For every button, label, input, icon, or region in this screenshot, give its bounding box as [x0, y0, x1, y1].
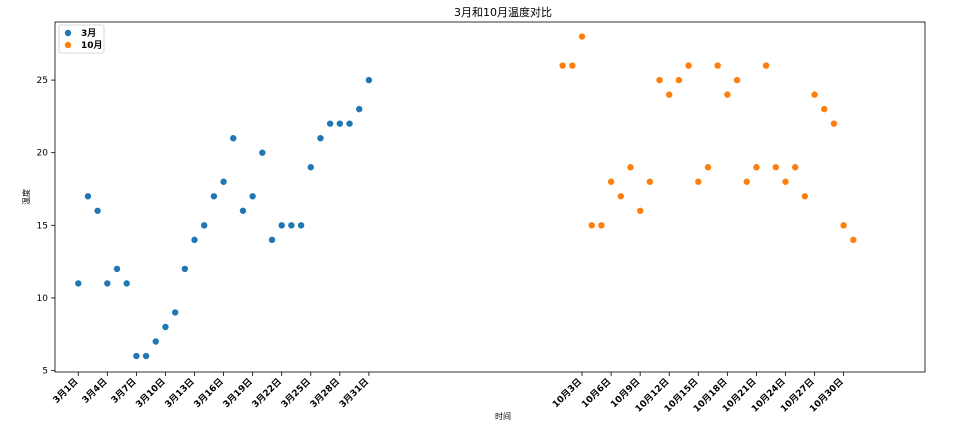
x-tick-label: 3月7日 [109, 376, 138, 405]
x-tick-label: 3月19日 [221, 376, 255, 410]
data-point-series-0 [210, 193, 218, 200]
legend-marker [64, 29, 72, 37]
data-point-series-1 [617, 193, 624, 200]
data-point-series-0 [326, 120, 334, 127]
data-point-series-1 [578, 33, 586, 40]
data-point-series-0 [307, 164, 314, 171]
x-axis: 3月1日 3月4日 3月7日3月10日3月13日3月16日3月19日3月22日3月2… [51, 372, 846, 415]
data-point-series-1 [695, 178, 702, 185]
y-axis: 5 10 15 20 25 [37, 76, 55, 377]
data-point-series-0 [356, 105, 363, 113]
data-point-series-0 [171, 309, 179, 316]
data-point-series-1 [753, 164, 760, 171]
data-point-series-1 [685, 62, 692, 69]
x-tick-label: 3月4日 [80, 376, 109, 405]
data-point-series-0 [200, 222, 208, 229]
data-point-series-0 [297, 222, 305, 229]
data-point-series-0 [191, 236, 198, 244]
data-point-series-1 [850, 236, 857, 244]
data-point-series-0 [230, 134, 237, 142]
data-point-series-1 [830, 120, 838, 127]
data-point-series-1 [675, 76, 683, 84]
y-tick-label: 20 [37, 149, 49, 159]
legend-marker [64, 41, 72, 49]
data-point-series-0 [142, 352, 150, 360]
data-points [75, 33, 857, 360]
data-point-series-0 [181, 265, 189, 273]
data-point-series-1 [772, 164, 780, 171]
data-point-series-1 [762, 62, 770, 69]
data-point-series-0 [336, 120, 344, 127]
data-point-series-1 [656, 76, 663, 84]
data-point-series-1 [782, 178, 789, 185]
data-point-series-1 [811, 91, 818, 98]
data-point-series-1 [743, 178, 750, 185]
data-point-series-0 [249, 193, 256, 200]
data-point-series-0 [259, 149, 266, 156]
data-point-series-1 [666, 91, 673, 98]
data-point-series-0 [75, 280, 82, 287]
x-tick-label: 10月6日 [579, 376, 613, 410]
data-point-series-1 [588, 222, 595, 229]
data-point-series-0 [220, 178, 227, 185]
x-tick-label: 10月3日 [550, 376, 584, 410]
y-tick-label: 5 [42, 367, 48, 377]
x-tick-label: 3月16日 [192, 376, 226, 410]
plot-area [54, 21, 926, 373]
data-point-series-0 [288, 222, 295, 229]
data-point-series-0 [94, 207, 101, 214]
x-tick-label: 3月13日 [163, 376, 197, 410]
data-point-series-1 [733, 76, 741, 84]
data-point-series-0 [268, 236, 276, 244]
data-point-series-0 [365, 76, 373, 84]
data-point-series-1 [559, 62, 566, 69]
data-point-series-0 [113, 265, 121, 273]
data-point-series-1 [627, 164, 634, 171]
data-point-series-1 [791, 164, 799, 171]
data-point-series-0 [239, 207, 247, 214]
x-tick-label: 3月1日 [51, 376, 80, 405]
x-tick-label: 3月31日 [337, 376, 371, 410]
data-point-series-1 [724, 91, 731, 98]
y-tick-label: 25 [37, 76, 48, 86]
data-point-series-0 [123, 280, 130, 287]
legend-label: 10月 [81, 40, 103, 51]
data-point-series-1 [704, 164, 712, 171]
x-tick-label: 3月22日 [250, 376, 284, 410]
data-point-series-1 [598, 222, 605, 229]
data-point-series-1 [821, 105, 828, 113]
data-point-series-1 [714, 62, 721, 69]
data-point-series-1 [607, 178, 615, 185]
data-point-series-1 [569, 62, 576, 69]
data-point-series-1 [801, 193, 809, 200]
x-tick-label: 3月25日 [279, 376, 313, 410]
chart-title: 3月和10月温度对比 [454, 5, 552, 19]
data-point-series-0 [84, 193, 92, 200]
data-point-series-1 [840, 222, 847, 229]
data-point-series-0 [278, 222, 285, 229]
y-axis-label: 温度 [21, 189, 31, 205]
x-tick-label: 3月28日 [308, 376, 342, 410]
y-tick-label: 15 [37, 221, 48, 231]
data-point-series-0 [317, 134, 324, 142]
data-point-series-0 [346, 120, 353, 127]
data-point-series-0 [104, 280, 111, 287]
x-tick-label: 3月10日 [134, 376, 168, 410]
data-point-series-1 [646, 178, 654, 185]
data-point-series-1 [636, 207, 644, 214]
data-point-series-0 [152, 338, 159, 345]
data-point-series-0 [133, 352, 140, 360]
data-point-series-0 [162, 323, 169, 331]
y-tick-label: 10 [37, 294, 49, 304]
legend-label: 3月 [81, 28, 96, 39]
x-axis-label: 时间 [495, 411, 511, 421]
